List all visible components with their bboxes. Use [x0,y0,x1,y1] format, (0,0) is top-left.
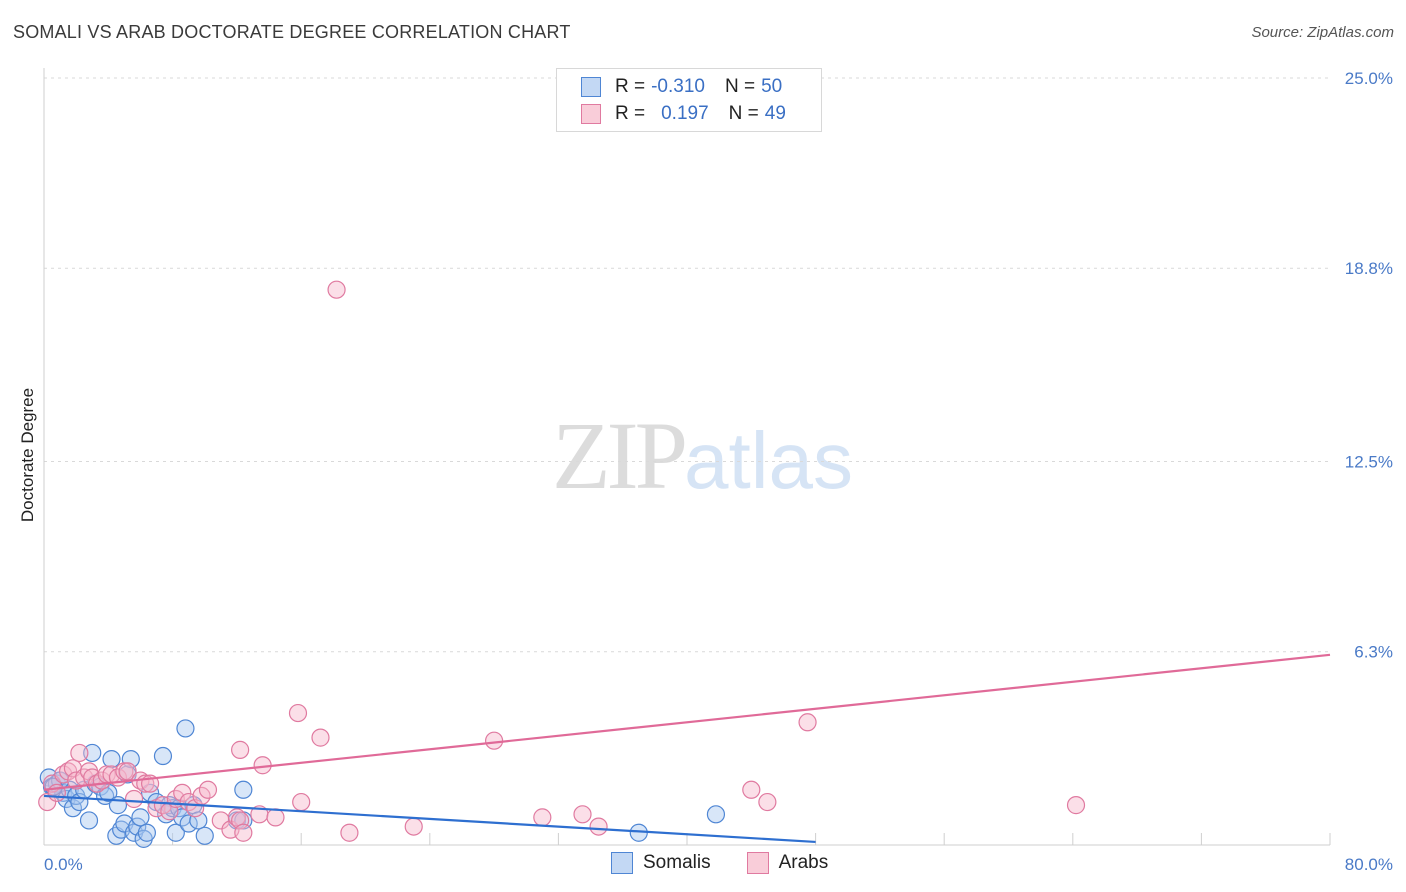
n-value: 50 [761,76,783,97]
chart-title: SOMALI VS ARAB DOCTORATE DEGREE CORRELAT… [13,22,571,42]
source-label: Source: ZipAtlas.com [1251,24,1394,41]
somalis-legend-swatch [611,852,633,874]
arabs-point [118,762,137,781]
arabs-point [404,817,423,836]
arabs-point [742,780,761,799]
arabs-point [798,713,817,732]
y-tick-label: 25.0% [1345,69,1393,88]
points [38,99,1086,848]
legend-item-somalis[interactable]: Somalis [611,852,711,874]
arabs-point [573,805,592,824]
somalis-point [83,743,102,763]
watermark: ZIPatlas [552,400,853,511]
arabs-swatch [581,104,601,124]
legend-item-arabs[interactable]: Arabs [746,852,829,874]
somalis-legend-label: Somalis [643,852,711,873]
arabs-point [227,808,246,827]
tick-labels: 6.3% 12.5% 18.8% 25.0% 0.0% 80.0% [44,69,1393,874]
legend-row-somalis: R = -0.310 N = 50 [581,75,782,99]
series-legend: Somalis Arabs [611,852,864,874]
arabs-point [266,808,285,827]
stats-legend: R = -0.310 N = 50 R = 0.197 N = 49 [556,68,822,132]
arabs-point [758,792,777,812]
arabs-point [70,743,89,763]
somalis-point [137,823,156,842]
y-tick-label: 12.5% [1345,453,1393,472]
somalis-point [79,811,99,830]
arabs-point [533,808,552,827]
somalis-point [706,805,726,824]
x-tick-label: 0.0% [44,855,83,874]
grid [44,77,1330,653]
axes [43,68,1331,846]
r-value: -0.310 [651,76,705,97]
somalis-point [176,719,195,738]
x-tick-label: 80.0% [1345,855,1393,874]
n-value: 49 [764,103,786,124]
arabs-legend-swatch [746,852,769,874]
arabs-point [231,740,250,759]
somalis-swatch [581,77,601,97]
arabs-point [340,823,359,842]
r-label: R = [615,76,646,97]
arabs-point [234,823,253,842]
y-tick-label: 18.8% [1345,259,1393,278]
arabs-point [1066,796,1086,815]
arabs-point [327,280,346,299]
somalis-point [195,826,214,845]
somalis-point [131,808,150,827]
watermark-atlas: atlas [684,416,853,505]
n-label: N = [724,76,756,97]
somalis-point [166,823,185,842]
arabs-point [198,780,218,799]
somalis-point [102,749,121,769]
trend-lines [43,653,1331,844]
arabs-point [292,792,311,812]
y-tick-label: 6.3% [1354,643,1393,662]
arabs-trend-line [43,653,1331,791]
arabs-point [124,789,144,809]
arabs-point [288,703,308,723]
somalis-point [234,780,253,799]
arabs-point [38,792,57,812]
r-label: R = [615,103,646,124]
arabs-point [173,783,192,802]
somalis-trend-line [43,794,816,844]
watermark-zip: ZIP [552,402,688,509]
arabs-point [485,731,504,750]
r-value: 0.197 [661,103,709,124]
arabs-legend-label: Arabs [778,852,829,873]
y-axis-label: Doctorate Degree [18,388,37,522]
somalis-point [153,746,173,766]
arabs-point [311,728,330,747]
n-label: N = [728,103,759,124]
arabs-point [589,817,608,836]
legend-row-arabs: R = 0.197 N = 49 [581,102,786,126]
